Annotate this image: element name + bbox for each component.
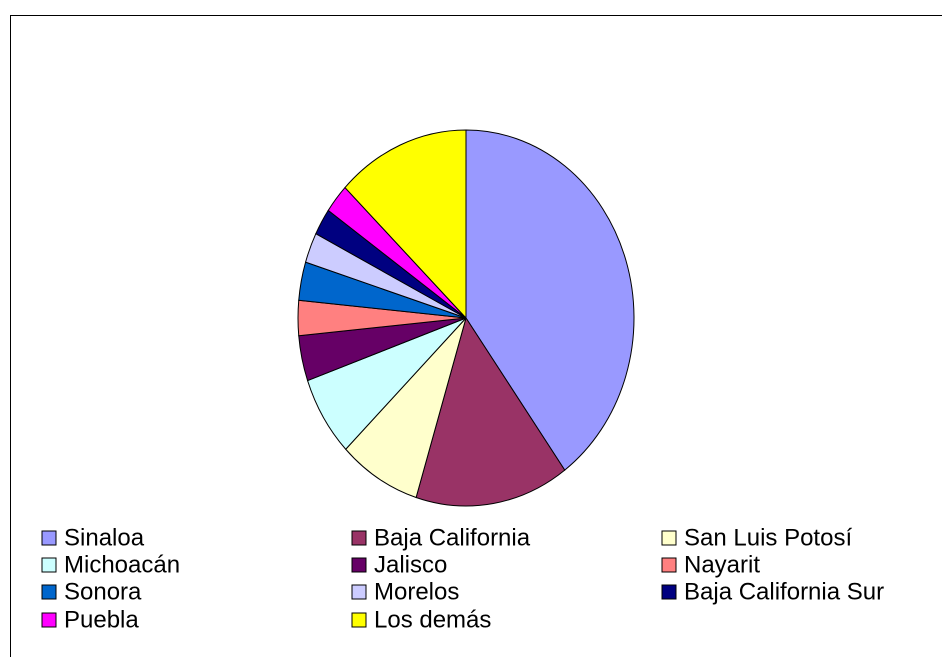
legend-swatch — [41, 584, 57, 600]
legend-label: San Luis Potosí — [684, 524, 852, 551]
legend-label: Michoacán — [64, 551, 180, 578]
legend-label: Nayarit — [684, 551, 760, 578]
legend-label: Sinaloa — [64, 524, 145, 551]
legend-swatch — [351, 557, 367, 573]
pie-slice — [345, 317, 467, 499]
legend-swatch — [41, 612, 57, 628]
legend-swatch — [661, 530, 677, 546]
legend-swatch — [661, 557, 677, 573]
legend-label: Baja California — [374, 524, 531, 551]
legend-swatch — [351, 612, 367, 628]
legend-swatch — [41, 557, 57, 573]
legend-swatch — [351, 530, 367, 546]
legend-label: Baja California Sur — [684, 578, 884, 605]
legend-swatch — [41, 530, 57, 546]
legend-swatch — [351, 584, 367, 600]
pie-slice — [344, 129, 467, 320]
legend-label: Sonora — [64, 578, 142, 605]
legend-label: Morelos — [374, 578, 459, 605]
legend-swatch — [661, 584, 677, 600]
pie-slice — [465, 129, 635, 471]
legend-label: Jalisco — [374, 551, 447, 578]
legend-label: Los demás — [374, 606, 491, 633]
legend-label: Puebla — [64, 606, 139, 633]
